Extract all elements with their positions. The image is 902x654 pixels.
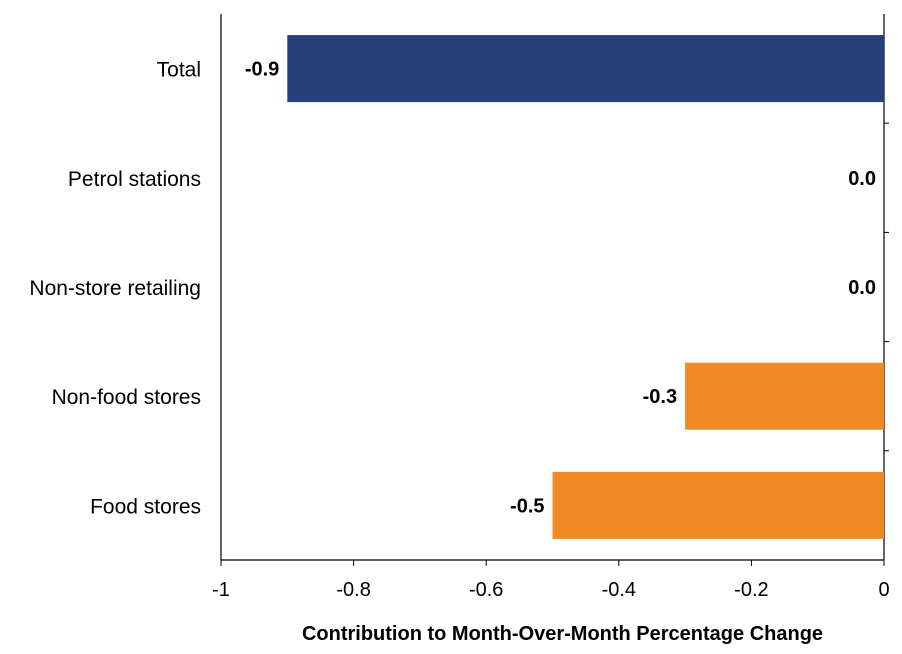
x-tick-label: 0 (878, 579, 889, 601)
x-axis-title: Contribution to Month-Over-Month Percent… (302, 623, 823, 645)
x-tick-label: -0.8 (336, 579, 370, 601)
data-label: 0.0 (848, 168, 876, 190)
category-label: Non-food stores (52, 386, 201, 409)
plot-frame (220, 14, 889, 561)
data-labels: -0.9 0.0 0.0 -0.3 -0.5 (245, 59, 876, 518)
bars (287, 35, 884, 539)
x-axis-ticks: -1 -0.8 -0.6 -0.4 -0.2 0 (212, 560, 890, 601)
category-label: Petrol stations (68, 168, 201, 191)
data-label: -0.3 (643, 386, 677, 408)
data-label: 0.0 (848, 277, 876, 299)
data-label: -0.5 (510, 495, 544, 517)
category-label: Non-store retailing (29, 277, 201, 300)
bar (287, 35, 884, 103)
category-label: Food stores (90, 495, 201, 518)
category-labels: Total Petrol stations Non-store retailing N… (29, 59, 201, 519)
x-tick-label: -0.6 (469, 579, 503, 601)
bar (685, 362, 884, 430)
x-tick-label: -1 (212, 579, 230, 601)
category-label: Total (157, 59, 201, 82)
bar (552, 471, 884, 539)
x-tick-label: -0.4 (602, 579, 636, 601)
x-tick-label: -0.2 (734, 579, 768, 601)
data-label: -0.9 (245, 59, 279, 81)
